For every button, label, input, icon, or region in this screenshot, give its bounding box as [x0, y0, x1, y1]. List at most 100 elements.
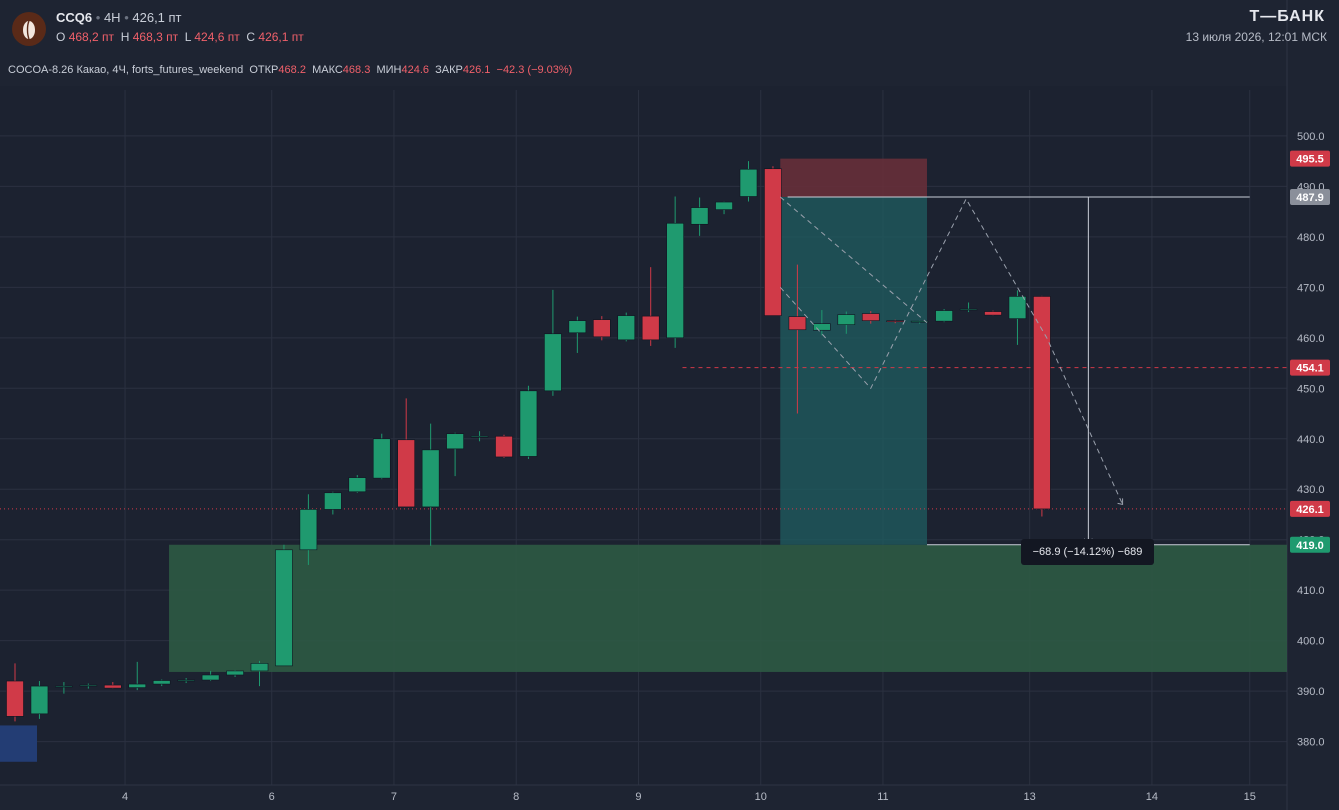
x-tick-label: 7 — [391, 791, 397, 803]
candle-body — [1008, 296, 1027, 319]
candle-body — [984, 311, 1002, 316]
candle-body — [421, 449, 440, 508]
low-value: 424,6 пт — [194, 30, 240, 44]
candle-body — [446, 433, 464, 450]
price-badge-label: 454.1 — [1296, 363, 1324, 375]
date-time: 13 июля 2026, 12:01 МСК — [1185, 30, 1327, 44]
candle-body — [910, 320, 929, 323]
candle-body — [226, 670, 244, 676]
x-tick-label: 11 — [877, 791, 888, 803]
candle-body — [128, 683, 147, 688]
candle-body — [6, 680, 24, 717]
candle-body — [592, 319, 611, 338]
symbol-line: CCQ6 • 4H • 426,1 пт — [56, 10, 182, 25]
high-label: МАКС — [312, 64, 343, 76]
price-badge — [1290, 536, 1330, 553]
x-tick-label: 13 — [1024, 791, 1036, 803]
info-line: COCOA-8.26 Какао, 4Ч, forts_futures_week… — [8, 64, 572, 76]
candle-body — [324, 492, 342, 510]
candle-body — [739, 168, 758, 197]
candle-body — [30, 685, 49, 715]
brand-logo: Т—БАНК — [1249, 8, 1325, 25]
candle-body — [177, 679, 195, 682]
x-tick-label: 4 — [122, 791, 128, 803]
open-label: O — [56, 30, 66, 44]
y-tick-label: 500.0 — [1297, 131, 1325, 143]
low-label: МИН — [376, 64, 402, 76]
candle-body — [764, 168, 782, 316]
price-badge — [1290, 189, 1330, 206]
separator: • — [95, 10, 101, 25]
candle-body — [201, 674, 220, 681]
candle-body — [55, 685, 73, 688]
candle-body — [250, 663, 269, 672]
candle-body — [544, 333, 562, 392]
cocoa-logo-icon — [12, 12, 46, 46]
marker-zone — [0, 725, 38, 762]
candle-body — [690, 207, 709, 225]
price-badge-label: 487.9 — [1296, 192, 1324, 204]
x-tick-label: 14 — [1146, 791, 1158, 803]
high-value: 468.3 — [342, 64, 371, 76]
candle-body — [617, 315, 636, 341]
target-zone — [780, 197, 927, 545]
y-tick-label: 390.0 — [1297, 686, 1325, 698]
candle-body — [715, 201, 733, 210]
open-label: ОТКР — [249, 64, 279, 76]
y-tick-label: 380.0 — [1297, 737, 1325, 749]
price-badge-label: 426.1 — [1296, 504, 1324, 516]
close-value: 426.1 — [462, 64, 491, 76]
support-zone — [169, 544, 1287, 672]
open-value: 468,2 пт — [68, 30, 115, 44]
candle-body — [348, 477, 367, 493]
measure-tooltip: −68.9 (−14.12%) −689 — [1021, 539, 1154, 565]
separator: • — [124, 10, 129, 25]
y-tick-label: 440.0 — [1297, 434, 1325, 446]
low-label: L — [184, 30, 191, 44]
high-value: 468,3 пт — [132, 30, 179, 44]
candle-body — [861, 313, 880, 321]
y-tick-label: 470.0 — [1297, 282, 1325, 294]
open-value: 468.2 — [278, 64, 306, 76]
price-badge — [1290, 150, 1330, 167]
candle-body — [397, 439, 416, 508]
close-label: C — [246, 30, 256, 44]
candle-body — [886, 320, 905, 322]
projection-path — [779, 197, 1124, 505]
timeframe[interactable]: 4H — [103, 10, 121, 25]
y-tick-label: 460.0 — [1297, 333, 1325, 345]
candle-body — [275, 549, 293, 667]
close-label: ЗАКР — [435, 64, 463, 76]
y-tick-label: 430.0 — [1297, 484, 1325, 496]
x-tick-label: 10 — [755, 791, 767, 803]
instrument-name: COCOA-8.26 Какао, 4Ч, forts_futures_week… — [8, 64, 244, 76]
candle-body — [79, 684, 98, 687]
change-value: −42.3 (−9.03%) — [496, 64, 573, 76]
stop-zone — [780, 158, 927, 198]
last-price: 426,1 пт — [132, 10, 182, 25]
projection-arrow — [1117, 498, 1124, 505]
candle-body — [495, 435, 513, 458]
candle-body — [666, 222, 684, 339]
y-tick-label: 450.0 — [1297, 383, 1325, 395]
close-value: 426,1 пт — [258, 30, 304, 44]
candle-body — [152, 680, 171, 685]
price-badge-label: 419.0 — [1296, 540, 1324, 552]
candle-body — [104, 684, 122, 689]
high-label: H — [120, 30, 130, 44]
x-tick-label: 6 — [269, 791, 275, 803]
candle-body — [788, 316, 807, 331]
candle-body — [519, 390, 538, 457]
y-tick-label: 400.0 — [1297, 636, 1325, 648]
price-badge-label: 495.5 — [1296, 154, 1324, 166]
candle-body — [372, 438, 391, 479]
ohlc-line: O 468,2 пт H 468,3 пт L 424,6 пт C 426,1… — [56, 30, 304, 44]
y-tick-label: 480.0 — [1297, 232, 1325, 244]
symbol-name[interactable]: CCQ6 — [56, 10, 93, 25]
candle-body — [299, 509, 318, 551]
price-badge — [1290, 359, 1330, 376]
x-tick-label: 8 — [513, 791, 519, 803]
x-tick-label: 9 — [635, 791, 641, 803]
candle-body — [1033, 296, 1051, 510]
